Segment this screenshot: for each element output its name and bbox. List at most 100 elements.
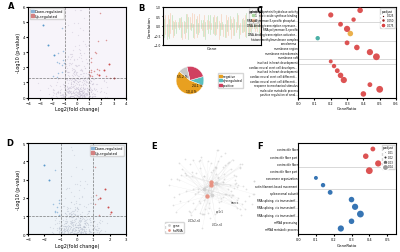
Point <box>69 218 76 223</box>
Point <box>206 201 212 205</box>
Point <box>91 92 97 97</box>
Point <box>78 219 84 223</box>
Point <box>61 231 68 235</box>
Point <box>97 229 103 233</box>
Point <box>92 227 98 231</box>
Point <box>57 225 63 229</box>
Point <box>80 75 86 79</box>
Point <box>91 226 97 230</box>
Point <box>236 207 243 211</box>
Point <box>78 227 84 231</box>
Point <box>80 88 87 92</box>
Point <box>208 183 214 187</box>
Point <box>62 87 68 91</box>
Point <box>78 92 84 96</box>
Point <box>60 204 67 208</box>
Point <box>56 226 62 230</box>
Point <box>52 209 58 213</box>
Point <box>85 73 91 77</box>
Point <box>90 82 96 86</box>
Point <box>77 217 84 221</box>
Point <box>75 88 82 92</box>
Point <box>56 93 63 98</box>
Point <box>64 228 70 232</box>
Point <box>208 180 215 184</box>
Point <box>56 198 62 202</box>
Point <box>50 91 56 95</box>
Point <box>94 228 100 232</box>
Point <box>95 213 102 217</box>
Point <box>78 217 85 221</box>
Point <box>77 91 84 96</box>
Point <box>67 58 73 62</box>
Point <box>77 95 84 99</box>
Point <box>71 218 78 222</box>
Point <box>63 94 69 98</box>
Point <box>85 92 92 96</box>
Point <box>197 158 204 162</box>
Point <box>96 196 103 200</box>
Point <box>76 68 83 72</box>
Point <box>67 90 73 94</box>
Point <box>57 91 63 95</box>
Point <box>76 223 82 227</box>
Point <box>78 96 85 100</box>
Point <box>68 213 74 217</box>
Point <box>80 52 87 56</box>
Point <box>104 221 110 225</box>
Point <box>84 217 90 221</box>
Point <box>65 55 72 59</box>
Point <box>75 223 82 227</box>
Point <box>63 93 69 98</box>
Point <box>62 25 68 29</box>
Point <box>206 216 213 220</box>
Point <box>80 226 86 230</box>
Point <box>59 230 65 234</box>
Point <box>78 94 84 98</box>
Point <box>72 45 79 49</box>
Point <box>71 58 78 62</box>
Point <box>84 89 90 93</box>
Point <box>73 94 79 98</box>
Point <box>74 209 80 213</box>
Point <box>84 62 90 66</box>
Point <box>82 231 88 235</box>
Point <box>84 232 91 236</box>
Point <box>66 90 72 94</box>
Point <box>74 230 81 234</box>
Point <box>68 91 75 96</box>
Point <box>89 75 96 79</box>
Point <box>206 206 212 210</box>
Point <box>198 212 205 216</box>
Point <box>70 74 77 78</box>
Point <box>71 92 77 96</box>
Point <box>56 61 62 65</box>
Point <box>64 186 70 190</box>
Point <box>86 230 92 234</box>
Point <box>81 229 87 233</box>
Point <box>78 9 84 13</box>
Point <box>68 83 74 87</box>
Point <box>67 78 74 82</box>
Point <box>208 170 214 174</box>
Point <box>76 43 82 47</box>
Point <box>86 229 92 233</box>
Point <box>63 221 69 225</box>
Point <box>63 64 69 68</box>
Point <box>367 51 373 55</box>
Point <box>68 78 75 82</box>
Point <box>86 201 93 205</box>
Legend: 0.01, 0.02, 0.03, 0.04: 0.01, 0.02, 0.03, 0.04 <box>382 145 395 170</box>
Point <box>79 93 85 97</box>
Point <box>75 75 82 79</box>
Point <box>74 74 80 78</box>
Point <box>86 93 92 97</box>
Point <box>88 80 94 84</box>
Point <box>96 220 102 224</box>
Point <box>74 65 80 69</box>
Point <box>73 206 80 210</box>
Point <box>67 227 73 231</box>
Point <box>64 71 70 75</box>
Point <box>68 86 74 90</box>
Point <box>78 72 84 76</box>
